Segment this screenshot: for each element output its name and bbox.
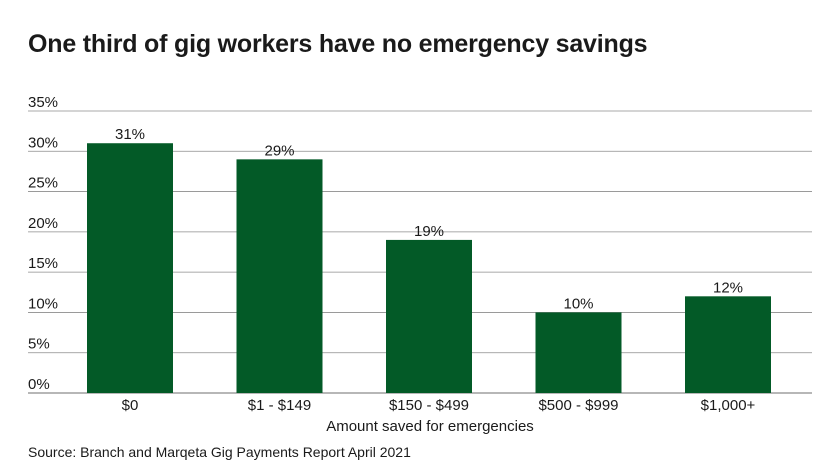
bar: [535, 312, 622, 393]
y-tick-label: 0%: [28, 376, 50, 393]
data-label: 10%: [563, 295, 593, 312]
source-note: Source: Branch and Marqeta Gig Payments …: [28, 444, 411, 460]
y-tick-label: 30%: [28, 134, 58, 151]
y-tick-label: 25%: [28, 175, 58, 192]
x-axis-label: Amount saved for emergencies: [326, 418, 534, 435]
y-tick-label: 35%: [28, 94, 58, 111]
bar: [685, 296, 771, 393]
y-tick-label: 5%: [28, 336, 50, 353]
x-tick-label: $150 - $499: [389, 397, 469, 414]
y-tick-label: 20%: [28, 215, 58, 232]
data-label: 12%: [713, 279, 743, 296]
x-tick-label: $1,000+: [701, 397, 756, 414]
bar: [87, 143, 173, 393]
data-label: 29%: [264, 142, 294, 159]
x-tick-label: $500 - $999: [538, 397, 618, 414]
bars: [87, 143, 771, 393]
bar: [386, 239, 472, 393]
x-tick-labels: $0 $1 - $149 $150 - $499 $500 - $999 $1,000+: [122, 397, 756, 414]
x-tick-label: $0: [122, 397, 139, 414]
y-tick-label: 10%: [28, 295, 58, 312]
bar: [236, 159, 323, 393]
data-labels: 31% 29% 19% 10% 12%: [115, 126, 743, 312]
y-tick-labels: 0% 5% 10% 15% 20% 25% 30% 35%: [28, 94, 58, 393]
data-label: 31%: [115, 126, 145, 143]
y-tick-label: 15%: [28, 255, 58, 272]
chart-title: One third of gig workers have no emergen…: [28, 30, 648, 58]
data-label: 19%: [414, 223, 444, 240]
x-tick-label: $1 - $149: [248, 397, 311, 414]
